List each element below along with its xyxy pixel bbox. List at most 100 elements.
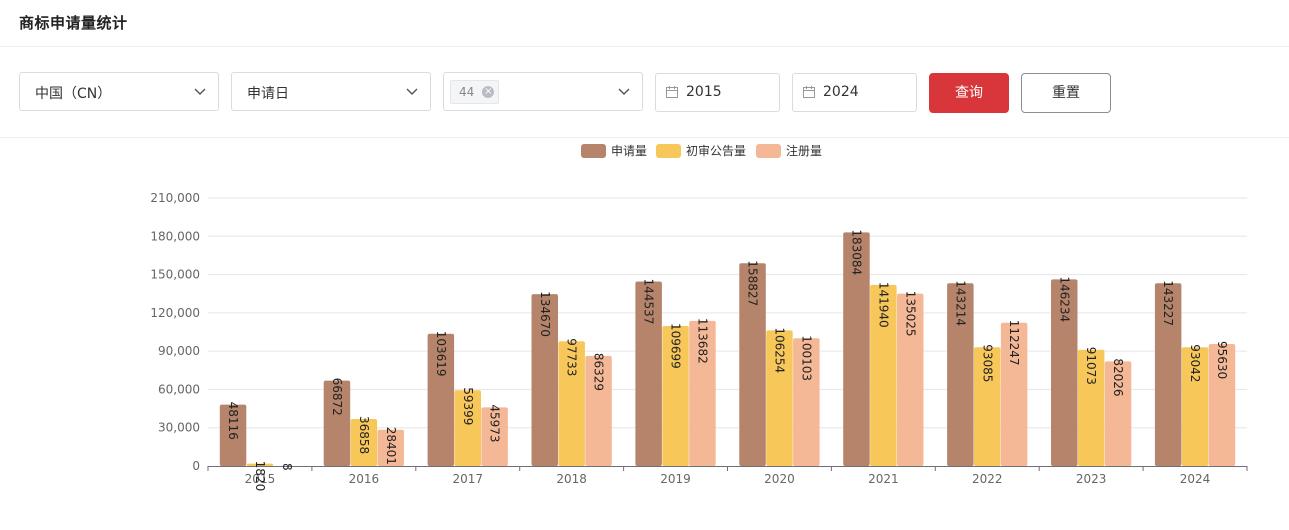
- calendar-icon: [803, 86, 815, 98]
- bar: [531, 294, 558, 466]
- bar: [766, 330, 793, 466]
- x-tick-label: 2016: [349, 472, 380, 486]
- data-label: 158827: [746, 260, 760, 306]
- chevron-down-icon: [406, 88, 418, 95]
- x-tick-label: 2019: [660, 472, 691, 486]
- y-tick-label: 30,000: [158, 421, 200, 435]
- data-label: 135025: [903, 291, 917, 337]
- legend-item-registrations[interactable]: 注册量: [756, 142, 822, 159]
- bar: [427, 333, 455, 466]
- data-label: 141940: [876, 282, 890, 328]
- bar: [1181, 347, 1209, 466]
- data-label: 112247: [1007, 320, 1021, 366]
- bar: [662, 326, 689, 466]
- bar: [246, 463, 274, 466]
- query-button[interactable]: 查询: [929, 73, 1009, 113]
- data-label: 134670: [538, 291, 552, 337]
- data-label: 48116: [226, 402, 240, 440]
- data-label: 1820: [253, 461, 267, 492]
- x-tick-label: 2017: [452, 472, 483, 486]
- divider: [0, 46, 1289, 47]
- legend-swatch: [656, 143, 681, 158]
- data-label: 103619: [434, 331, 448, 377]
- data-label: 106254: [772, 327, 786, 373]
- bar: [870, 284, 897, 466]
- y-tick-label: 120,000: [150, 306, 200, 320]
- x-tick-label: 2018: [556, 472, 587, 486]
- data-label: 8: [280, 463, 294, 471]
- data-label: 45973: [488, 404, 502, 442]
- region-select[interactable]: 中国（CN）: [19, 72, 219, 111]
- x-tick-label: 2015: [245, 472, 276, 486]
- class-tag-label: 44: [459, 85, 475, 99]
- legend-swatch: [581, 143, 606, 158]
- bar: [897, 293, 924, 466]
- bar: [481, 407, 508, 466]
- y-tick-label: 90,000: [158, 344, 200, 358]
- date-type-select-value: 申请日: [247, 86, 289, 102]
- bar: [1208, 343, 1236, 466]
- date-type-select[interactable]: 申请日: [231, 72, 431, 111]
- data-label: 97733: [565, 338, 579, 376]
- legend-item-preliminary[interactable]: 初审公告量: [656, 142, 746, 159]
- region-select-value: 中国（CN）: [35, 86, 112, 102]
- bar: [843, 232, 870, 466]
- data-label: 183084: [849, 229, 863, 275]
- data-label: 143227: [1161, 280, 1175, 326]
- data-label: 82026: [1111, 358, 1125, 396]
- y-tick-label: 210,000: [150, 191, 200, 205]
- data-label: 28401: [384, 427, 398, 465]
- reset-button[interactable]: 重置: [1021, 73, 1111, 113]
- data-label: 146234: [1057, 276, 1071, 322]
- bar: [1051, 279, 1078, 466]
- chevron-down-icon: [618, 88, 630, 95]
- bar: [974, 347, 1001, 466]
- bar: [739, 263, 766, 466]
- bar: [1104, 361, 1132, 466]
- bar: [585, 355, 612, 466]
- bar: [1154, 283, 1182, 466]
- divider: [0, 137, 1289, 138]
- data-label: 59399: [461, 387, 475, 425]
- class-multiselect[interactable]: 44 ×: [443, 72, 643, 111]
- data-label: 143214: [953, 280, 967, 326]
- calendar-icon: [666, 86, 678, 98]
- bar: [377, 429, 404, 466]
- bar: [689, 320, 716, 466]
- end-year-picker[interactable]: 2024: [792, 73, 917, 112]
- bar: [1000, 322, 1028, 466]
- legend-label: 申请量: [611, 144, 648, 158]
- data-label: 36858: [357, 416, 371, 454]
- x-tick-label: 2023: [1076, 472, 1107, 486]
- data-label: 100103: [799, 335, 813, 381]
- y-tick-label: 180,000: [150, 229, 200, 243]
- chart-legend: 申请量 初审公告量 注册量: [0, 142, 1289, 158]
- y-tick-label: 60,000: [158, 382, 200, 396]
- y-tick-label: 0: [192, 459, 200, 473]
- data-label: 66872: [330, 378, 344, 416]
- start-year-picker[interactable]: 2015: [655, 73, 780, 112]
- data-label: 86329: [592, 353, 606, 391]
- legend-item-applications[interactable]: 申请量: [581, 142, 647, 159]
- legend-label: 注册量: [786, 144, 823, 158]
- end-year-value: 2024: [823, 84, 859, 100]
- legend-swatch: [756, 143, 781, 158]
- start-year-value: 2015: [686, 84, 722, 100]
- x-tick-label: 2022: [972, 472, 1003, 486]
- chevron-down-icon: [194, 88, 206, 95]
- bar: [558, 341, 585, 466]
- bar: [454, 390, 481, 466]
- data-label: 109699: [669, 323, 683, 369]
- data-label: 95630: [1215, 341, 1229, 379]
- bar: [219, 404, 247, 466]
- data-label: 144537: [642, 279, 656, 325]
- bar: [635, 281, 662, 466]
- bar: [947, 283, 974, 466]
- bar: [350, 418, 378, 466]
- data-label: 93085: [980, 344, 994, 382]
- tag-remove-icon[interactable]: ×: [482, 86, 495, 98]
- x-tick-label: 2021: [868, 472, 899, 486]
- bar: [793, 338, 820, 466]
- bar: [323, 380, 351, 466]
